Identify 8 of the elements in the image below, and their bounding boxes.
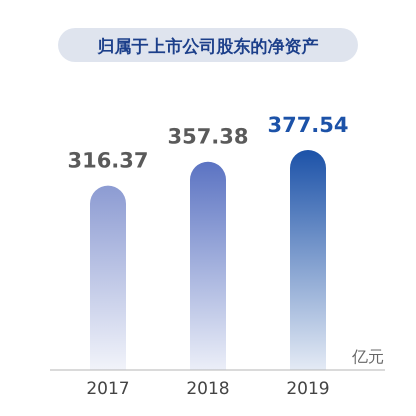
data-label: 377.54	[267, 113, 349, 137]
x-tick-label: 2018	[186, 379, 230, 399]
x-tick-label: 2019	[286, 379, 330, 399]
y-axis-title: 亿元	[351, 347, 384, 366]
data-label: 316.37	[67, 148, 149, 173]
data-label: 357.38	[167, 124, 249, 149]
x-tick-label: 2017	[86, 379, 130, 399]
chart-title: 归属于上市公司股东的净资产	[96, 37, 318, 57]
